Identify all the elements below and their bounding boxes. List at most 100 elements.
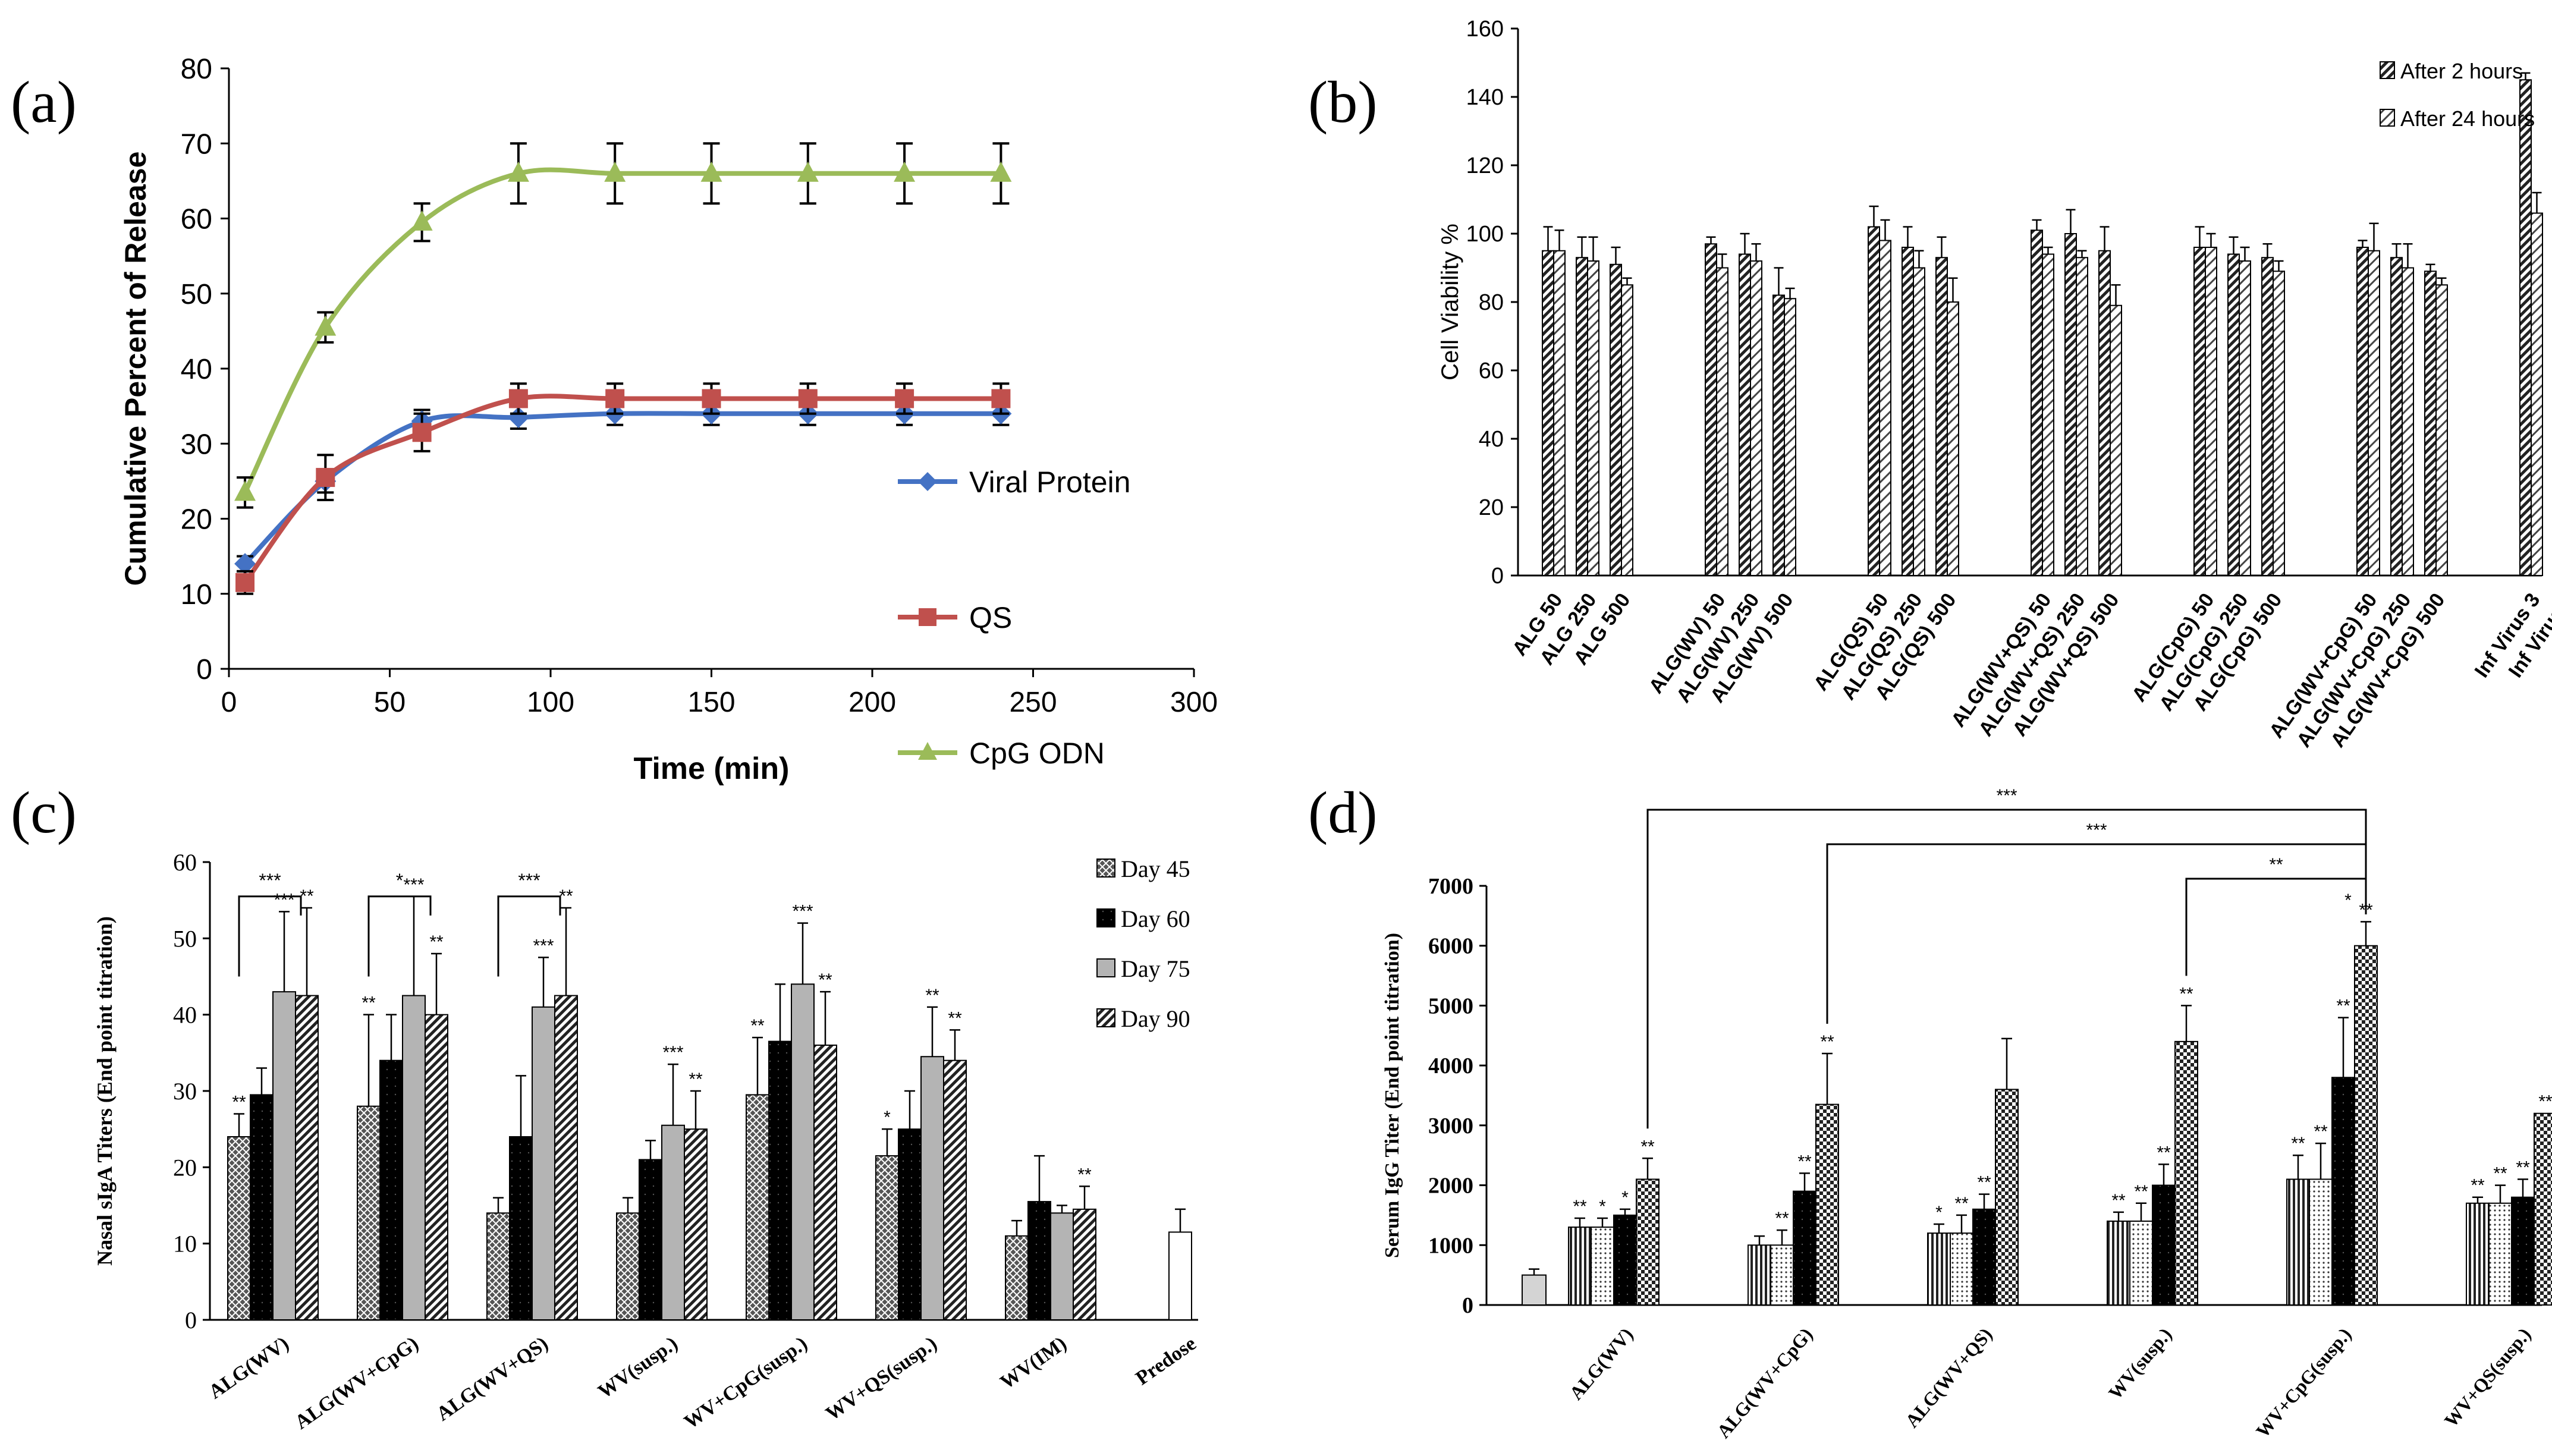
significance-star: * [884,1108,891,1127]
chart-d-serum-igg: 01000200030004000500060007000Serum IgG T… [1381,786,2552,1442]
y-tick-label: 120 [1466,153,1504,178]
bar-3 [814,1045,837,1320]
bar-0 [2520,80,2531,576]
legend-swatch [2380,62,2394,78]
bar-1 [1717,268,1728,576]
x-tick-label: 300 [1170,687,1218,718]
significance-star: ** [2336,996,2350,1016]
bar-3 [684,1129,707,1320]
legend-swatch [2380,109,2394,126]
bar-0 [1542,251,1554,576]
x-tick-label: 250 [1009,687,1057,718]
bar-2 [921,1056,944,1320]
bar-0 [2031,230,2042,576]
bar-group: ALG(QS) 50 [1809,206,1893,695]
bar-2 [1973,1209,1995,1305]
y-tick-label: 0 [185,1307,197,1334]
y-tick-label: 40 [181,354,212,385]
bar-2 [1614,1215,1636,1305]
significance-star: ** [2157,1143,2171,1162]
significance-star: ** [2538,1092,2552,1112]
bar-group: **** ****WV+QS(susp.) [2440,1092,2552,1431]
bar-3 [1816,1105,1838,1305]
significance-star: *** [533,936,554,955]
bar-0 [1569,1227,1591,1305]
bar-1 [2309,1180,2332,1306]
bar-1 [1554,251,1565,576]
panel-label-b: (b) [1308,69,1378,135]
data-point [234,480,256,501]
bar-0 [2425,271,2436,576]
bar-1 [769,1042,791,1320]
significance-star: ** [1573,1197,1587,1216]
bar-0 [2107,1221,2130,1305]
bar-3 [1073,1209,1096,1320]
legend-swatch [1097,909,1115,927]
baseline-bar [1522,1275,1546,1305]
bar-group: *****WV(susp.) [594,1043,707,1403]
y-tick-label: 100 [1466,222,1504,247]
category-label: WV(IM) [997,1332,1071,1394]
bar-2 [1051,1213,1073,1320]
significance-bracket: *** [1827,820,2366,1024]
y-axis-title: Nasal sIgA Titers (End point titration) [93,916,117,1266]
category-label: ALG(WV) [205,1332,293,1403]
significance-star: ** [1820,1032,1834,1052]
category-label: WV(susp.) [594,1332,681,1403]
y-tick-label: 60 [181,204,212,235]
significance-star: ** [362,993,376,1013]
significance-bracket: ** [2186,855,2366,976]
bar-2 [791,984,814,1320]
significance-star: ** [1954,1194,1969,1213]
bar-2 [2512,1197,2534,1305]
significance-star: ** [818,970,832,990]
y-tick-label: 7000 [1428,874,1473,899]
bar-group: ** ******WV(susp.) [2104,984,2198,1403]
bar-1 [2239,261,2251,576]
bar-group: Predose [1132,1209,1200,1389]
bar-0 [2262,257,2273,576]
category-label: WV(susp.) [2104,1323,2176,1403]
significance-star: * [1621,1188,1629,1207]
y-tick-label: 60 [1479,359,1504,383]
bar-1 [2076,257,2088,576]
bar-1 [380,1061,403,1320]
bar-1 [2489,1203,2512,1305]
bar-1 [1621,285,1633,576]
bar-1 [1588,261,1599,576]
data-point [509,389,528,408]
legend-swatch [1097,1009,1115,1027]
bracket-line [2186,879,2366,976]
data-point [799,389,818,408]
y-tick-label: 20 [181,504,212,536]
significance-star: *** [792,902,813,922]
significance-star: ** [2516,1158,2530,1178]
chart-a-release-profile: 0 10 20 30 40 50 60 70 80 0 50 100 150 200 250 300 Time … [119,54,1218,786]
bar-0 [876,1156,898,1320]
significance-star: ** [232,1093,246,1112]
bar-1 [2368,251,2380,576]
bar-3 [425,1015,448,1320]
y-tick-label: 40 [1479,427,1504,452]
bar-2 [403,996,425,1320]
legend-label: After 24 hours [2400,106,2535,131]
bar-group: ** WV(IM) [997,1156,1096,1394]
bar-1 [1591,1227,1614,1305]
panel-label-c: (c) [11,779,77,845]
bar-0 [1928,1233,1950,1305]
bar-1 [2205,247,2217,576]
legend-label: Day 90 [1121,1005,1190,1032]
legend-label: QS [969,601,1012,634]
legend-swatch [1097,959,1115,977]
y-tick-label: 20 [173,1154,197,1181]
significance-star: *** [274,890,294,910]
bar-group: Inf Virus 3 [2470,73,2544,682]
bar-2 [1793,1191,1816,1305]
series-line [245,413,1001,564]
y-tick-label: 30 [181,429,212,460]
x-tick-label: 150 [687,687,735,718]
bar-3 [2534,1114,2552,1305]
figure: (a) (b) (c) (d) 010203040506070800 50 100 1… [0,0,2552,1456]
legend-label: Viral Protein [969,466,1130,499]
legend-marker [919,608,936,626]
